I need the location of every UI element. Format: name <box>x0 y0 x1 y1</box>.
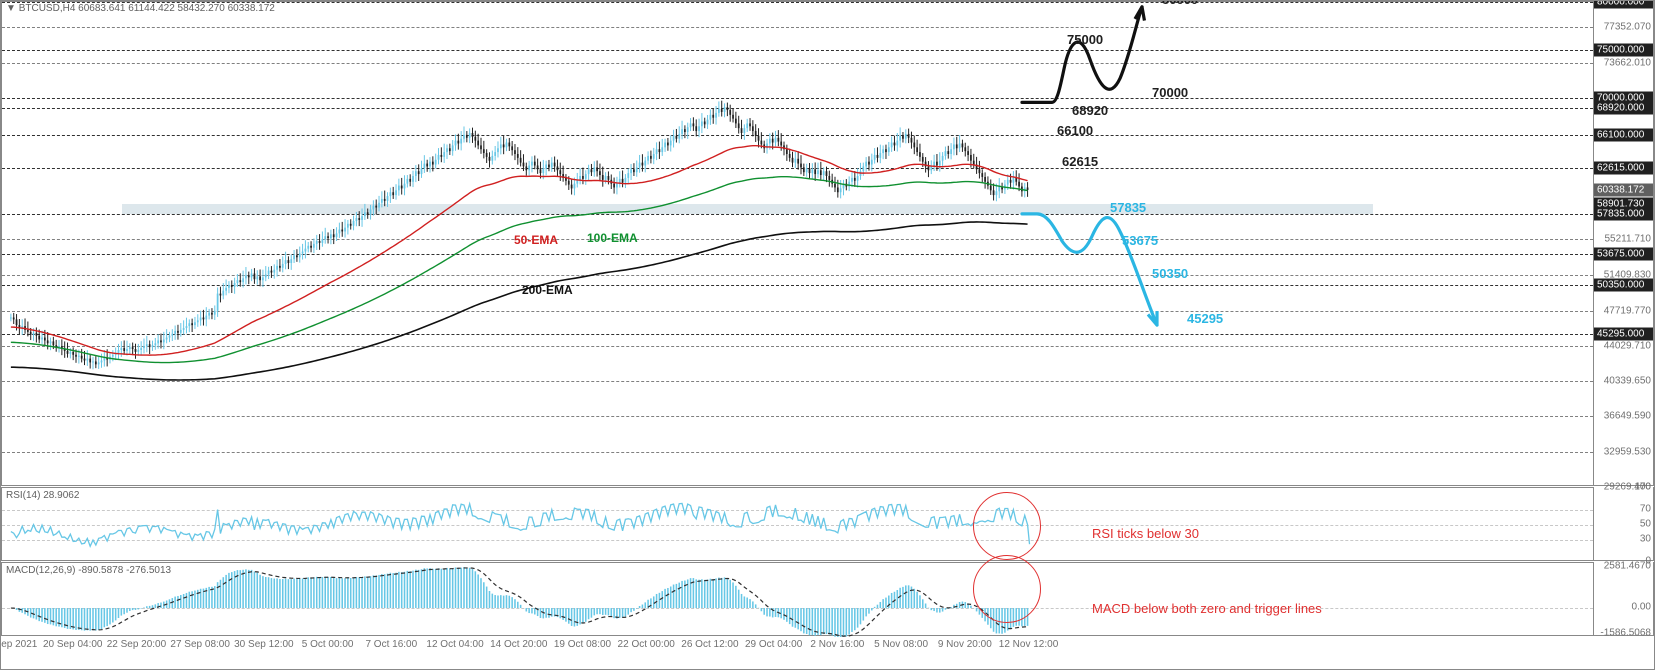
level-line <box>2 254 1593 255</box>
price-tick: 77352.070 <box>1604 22 1651 33</box>
macd-tick: -1586.5068 <box>1600 627 1651 638</box>
grid-line <box>2 452 1593 453</box>
macd-tick: 2581.4670 <box>1604 560 1651 571</box>
time-tick: 12 Nov 12:00 <box>999 639 1059 650</box>
grid-line <box>2 311 1593 312</box>
ema-label: 200-EMA <box>522 283 573 297</box>
rsi-annotation: RSI ticks below 30 <box>1092 526 1199 541</box>
level-price-tag: 45295.000 <box>1594 327 1653 340</box>
level-annotation: 53675 <box>1122 233 1158 248</box>
time-tick: 9 Nov 20:00 <box>938 639 992 650</box>
macd-tick: 0.00 <box>1632 602 1651 613</box>
grid-line <box>2 27 1593 28</box>
macd-scale[interactable]: -1586.5068 0.00 2581.4670 <box>1594 562 1654 636</box>
time-tick: 20 Sep 04:00 <box>43 639 103 650</box>
level-price-tag: 57835.000 <box>1594 207 1653 220</box>
rsi-grid-line <box>2 510 1593 511</box>
level-line <box>2 214 1593 215</box>
level-annotation: 45295 <box>1187 311 1223 326</box>
level-price-tag: 75000.000 <box>1594 43 1653 56</box>
rsi-tick: 50 <box>1640 519 1651 530</box>
level-line <box>2 168 1593 169</box>
level-price-tag: 68920.000 <box>1594 101 1653 114</box>
time-tick: 22 Sep 20:00 <box>107 639 167 650</box>
level-annotation: 57835 <box>1110 200 1146 215</box>
time-tick: 7 Oct 16:00 <box>365 639 417 650</box>
level-line <box>2 2 1593 3</box>
price-tick: 47719.770 <box>1604 305 1651 316</box>
time-tick: 5 Oct 00:00 <box>302 639 354 650</box>
level-annotation: 68920 <box>1072 103 1108 118</box>
time-tick: 2 Nov 16:00 <box>810 639 864 650</box>
grid-line <box>2 239 1593 240</box>
level-annotation: 80000 <box>1162 0 1198 7</box>
grid-line <box>2 63 1593 64</box>
level-line <box>2 285 1593 286</box>
time-tick: 15 Sep 2021 <box>0 639 37 650</box>
main-chart-panel[interactable]: ▼ BTCUSD,H4 60683.641 61144.422 58432.27… <box>1 1 1594 486</box>
level-price-tag: 66100.000 <box>1594 128 1653 141</box>
time-tick: 22 Oct 00:00 <box>618 639 675 650</box>
level-price-tag: 53675.000 <box>1594 247 1653 260</box>
level-annotation: 50350 <box>1152 266 1188 281</box>
level-annotation: 62615 <box>1062 154 1098 169</box>
time-tick: 19 Oct 08:00 <box>554 639 611 650</box>
rsi-label: RSI(14) 28.9062 <box>6 490 79 501</box>
level-line <box>2 98 1593 99</box>
chart-frame: ▼ BTCUSD,H4 60683.641 61144.422 58432.27… <box>0 0 1655 670</box>
macd-svg <box>2 563 1595 637</box>
ema-label: 100-EMA <box>587 231 638 245</box>
price-tick: 73662.010 <box>1604 57 1651 68</box>
current-price-tag: 60338.172 <box>1594 183 1653 196</box>
rsi-tick: 70 <box>1640 504 1651 515</box>
rsi-grid-line <box>2 540 1593 541</box>
level-annotation: 66100 <box>1057 123 1093 138</box>
price-tick: 55211.710 <box>1604 233 1651 244</box>
grid-line <box>2 275 1593 276</box>
ohlc-values: 60683.641 61144.422 58432.270 60338.172 <box>78 3 275 14</box>
main-price-scale[interactable]: 29269.47032959.53036649.59040339.6504402… <box>1594 1 1654 486</box>
rsi-highlight-circle <box>973 492 1041 560</box>
grid-line <box>2 381 1593 382</box>
symbol: BTCUSD <box>19 3 60 14</box>
rsi-grid-line <box>2 525 1593 526</box>
ema-label: 50-EMA <box>514 233 558 247</box>
price-tick: 44029.710 <box>1604 340 1651 351</box>
level-line <box>2 108 1593 109</box>
price-tick: 36649.590 <box>1604 411 1651 422</box>
support-zone <box>122 204 1373 214</box>
level-annotation: 75000 <box>1067 32 1103 47</box>
level-price-tag: 50350.000 <box>1594 279 1653 292</box>
time-tick: 12 Oct 04:00 <box>426 639 483 650</box>
rsi-tick: 100 <box>1634 482 1651 493</box>
level-price-tag: 80000.000 <box>1594 0 1653 9</box>
main-chart-svg <box>2 2 1595 487</box>
level-price-tag: 62615.000 <box>1594 162 1653 175</box>
level-line <box>2 135 1593 136</box>
symbol-ohlc-title: ▼ BTCUSD,H4 60683.641 61144.422 58432.27… <box>6 3 275 14</box>
grid-line <box>2 346 1593 347</box>
macd-label: MACD(12,26,9) -890.5878 -276.5013 <box>6 565 171 576</box>
rsi-tick: 30 <box>1640 533 1651 544</box>
time-tick: 26 Oct 12:00 <box>681 639 738 650</box>
macd-zero-line <box>2 608 1593 609</box>
level-annotation: 70000 <box>1152 85 1188 100</box>
level-line <box>2 334 1593 335</box>
price-tick: 32959.530 <box>1604 446 1651 457</box>
time-tick: 29 Oct 04:00 <box>745 639 802 650</box>
price-tick: 40339.650 <box>1604 376 1651 387</box>
time-axis[interactable]: 15 Sep 2021 20 Sep 04:00 22 Sep 20:0027 Se… <box>1 637 1594 669</box>
macd-highlight-circle <box>973 555 1041 623</box>
macd-annotation: MACD below both zero and trigger lines <box>1092 601 1322 616</box>
timeframe: H4 <box>63 3 76 14</box>
level-line <box>2 50 1593 51</box>
macd-panel[interactable]: MACD(12,26,9) -890.5878 -276.5013 MACD b… <box>1 562 1594 636</box>
time-tick: 30 Sep 12:00 <box>234 639 294 650</box>
rsi-panel[interactable]: RSI(14) 28.9062 RSI ticks below 30 <box>1 487 1594 561</box>
time-tick: 5 Nov 08:00 <box>874 639 928 650</box>
rsi-scale[interactable]: 0305070100 <box>1594 487 1654 561</box>
time-tick: 14 Oct 20:00 <box>490 639 547 650</box>
grid-line <box>2 416 1593 417</box>
time-tick: 27 Sep 08:00 <box>170 639 230 650</box>
